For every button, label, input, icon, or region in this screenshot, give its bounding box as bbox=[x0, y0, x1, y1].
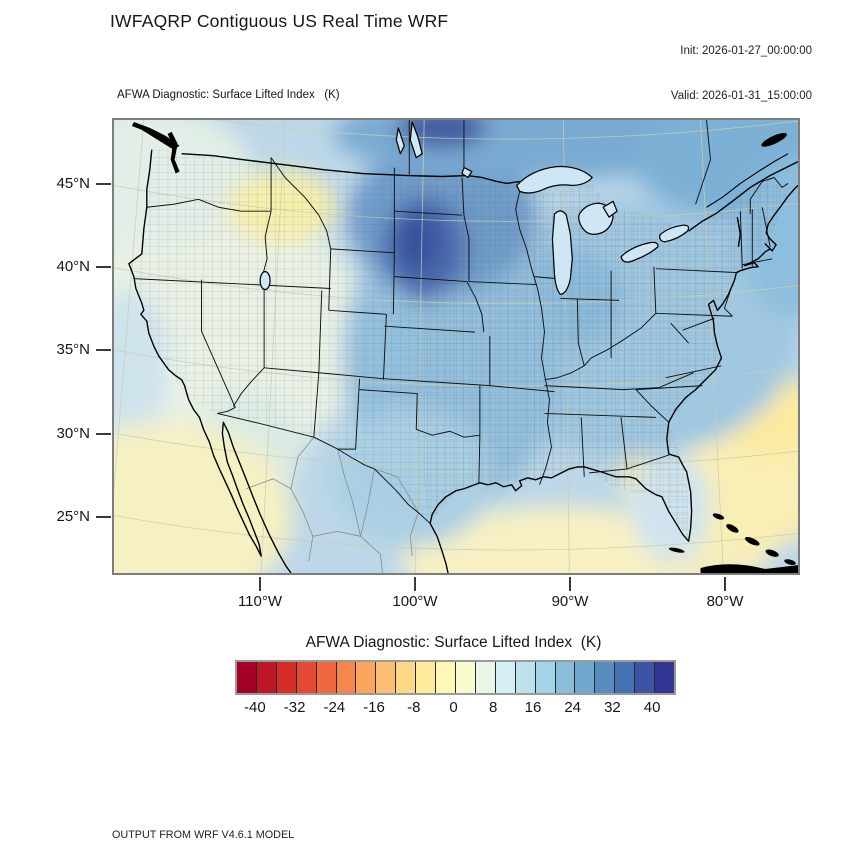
colorbar-segment bbox=[495, 662, 516, 693]
conus-map-graphic bbox=[114, 120, 798, 573]
colorbar bbox=[235, 660, 676, 695]
init-time: Init: 2026-01-27_00:00:00 bbox=[680, 45, 812, 57]
colorbar-segment bbox=[555, 662, 576, 693]
colorbar-segment bbox=[256, 662, 277, 693]
colorbar-segment bbox=[296, 662, 317, 693]
colorbar-segment bbox=[655, 662, 674, 693]
colorbar-tick-label: 16 bbox=[524, 699, 542, 716]
islands bbox=[131, 121, 798, 573]
colorbar-segment bbox=[595, 662, 616, 693]
page-title: IWFAQRP Contiguous US Real Time WRF bbox=[110, 11, 449, 31]
colorbar-segment bbox=[436, 662, 456, 693]
lon-tick-mark bbox=[724, 577, 726, 591]
footer-line-1: OUTPUT FROM WRF V4.6.1 MODEL bbox=[112, 829, 295, 841]
colorbar-tick-labels: -40 -32 -24 -16 -8 0 8 16 24 32 40 bbox=[0, 699, 850, 719]
lat-label-45n: 45°N bbox=[56, 175, 90, 192]
lat-tick-mark bbox=[96, 266, 111, 268]
lat-label-30n: 30°N bbox=[56, 425, 90, 442]
run-info: Init: 2026-01-27_00:00:00 Valid: 2026-01… bbox=[671, 14, 812, 134]
colorbar-segment bbox=[336, 662, 357, 693]
colorbar-tick-label: -16 bbox=[363, 699, 385, 716]
colorbar-segment bbox=[515, 662, 536, 693]
coastline bbox=[128, 149, 798, 573]
colorbar-segment bbox=[416, 662, 437, 693]
valid-time: Valid: 2026-01-31_15:00:00 bbox=[670, 90, 812, 102]
colorbar-tick-label: 40 bbox=[643, 699, 661, 716]
map-field-label: AFWA Diagnostic: Surface Lifted Index (K… bbox=[117, 89, 340, 101]
colorbar-tick-label: 0 bbox=[449, 699, 458, 716]
colorbar-segment bbox=[376, 662, 397, 693]
colorbar-tick-label: -8 bbox=[407, 699, 421, 716]
colorbar-title: AFWA Diagnostic: Surface Lifted Index (K… bbox=[305, 634, 602, 651]
lon-tick-mark bbox=[414, 577, 416, 591]
colorbar-segment bbox=[535, 662, 556, 693]
footer-model-info: OUTPUT FROM WRF V4.6.1 MODEL WE = 580 ; … bbox=[112, 799, 537, 850]
lat-tick-mark bbox=[96, 433, 111, 435]
state-borders bbox=[133, 120, 789, 524]
mexico-state-borders bbox=[246, 436, 419, 573]
county-boundaries bbox=[128, 149, 789, 542]
colorbar-segment bbox=[396, 662, 417, 693]
colorbar-segment bbox=[615, 662, 636, 693]
lon-label-100w: 100°W bbox=[392, 593, 438, 610]
lat-tick-mark bbox=[96, 516, 111, 518]
colorbar-segment bbox=[276, 662, 297, 693]
colorbar-segment bbox=[455, 662, 476, 693]
colorbar-segment bbox=[635, 662, 656, 693]
lat-tick-mark bbox=[96, 349, 111, 351]
lon-label-90w: 90°W bbox=[551, 593, 589, 610]
lon-tick-mark bbox=[569, 577, 571, 591]
lat-label-35n: 35°N bbox=[56, 341, 90, 358]
lon-label-110w: 110°W bbox=[237, 593, 283, 610]
lon-tick-mark bbox=[259, 577, 261, 591]
colorbar-tick-label: 8 bbox=[489, 699, 498, 716]
colorbar-segment bbox=[575, 662, 596, 693]
great-lakes bbox=[259, 121, 690, 296]
colorbar-tick-label: 32 bbox=[604, 699, 621, 716]
colorbar-tick-label: 24 bbox=[564, 699, 582, 716]
lon-label-80w: 80°W bbox=[706, 593, 744, 610]
colorbar-segment bbox=[356, 662, 377, 693]
map-frame bbox=[112, 118, 800, 575]
lat-tick-mark bbox=[96, 183, 111, 185]
lat-label-40n: 40°N bbox=[56, 258, 90, 275]
colorbar-segment bbox=[475, 662, 496, 693]
lat-label-25n: 25°N bbox=[56, 508, 90, 525]
colorbar-tick-label: -24 bbox=[323, 699, 346, 716]
colorbar-tick-label: -32 bbox=[283, 699, 306, 716]
colorbar-segment bbox=[316, 662, 337, 693]
colorbar-tick-label: -40 bbox=[244, 699, 266, 716]
colorbar-segment bbox=[237, 662, 257, 693]
